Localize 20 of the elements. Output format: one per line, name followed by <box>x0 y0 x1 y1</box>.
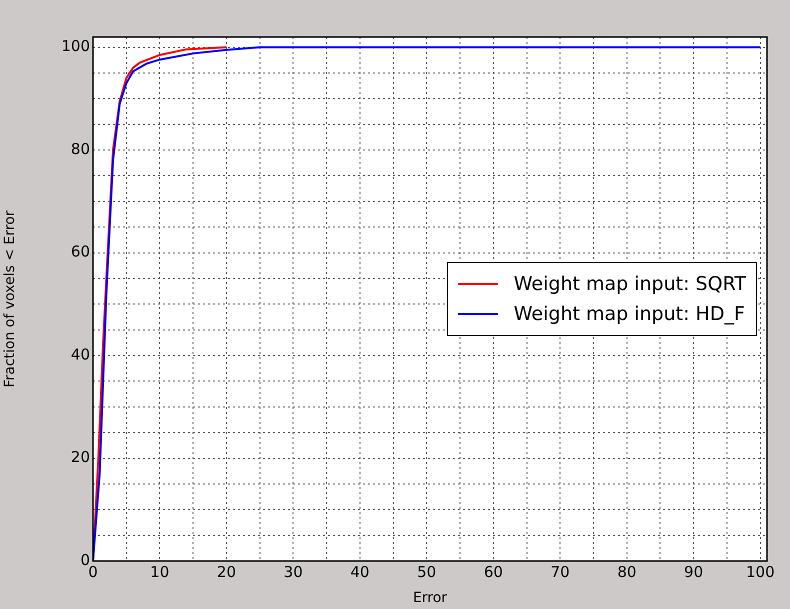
y-tick-label: 0 <box>80 550 90 569</box>
y-tick-label: 20 <box>70 448 90 466</box>
y-tick-label: 40 <box>70 345 90 364</box>
x-tick-label: 40 <box>350 562 370 581</box>
legend-label: Weight map input: HD_F <box>514 302 745 327</box>
x-tick-label: 70 <box>550 562 570 581</box>
y-tick-label: 80 <box>70 140 90 158</box>
x-tick-label: 100 <box>746 562 775 581</box>
x-tick-label: 50 <box>417 562 436 581</box>
x-tick-label: 20 <box>216 562 236 581</box>
x-axis-title: Error <box>412 590 448 606</box>
y-tick-label: 60 <box>70 242 90 261</box>
y-tick-label: 100 <box>61 37 90 56</box>
y-axis-title: Fraction of voxels < Error <box>2 210 18 388</box>
x-tick-label: 10 <box>150 562 170 581</box>
x-tick-label: 30 <box>284 562 303 581</box>
x-tick-label: 80 <box>617 562 636 581</box>
legend-label: Weight map input: SQRT <box>514 272 746 297</box>
x-tick-label: 60 <box>484 562 503 581</box>
x-tick-label: 90 <box>684 562 704 581</box>
